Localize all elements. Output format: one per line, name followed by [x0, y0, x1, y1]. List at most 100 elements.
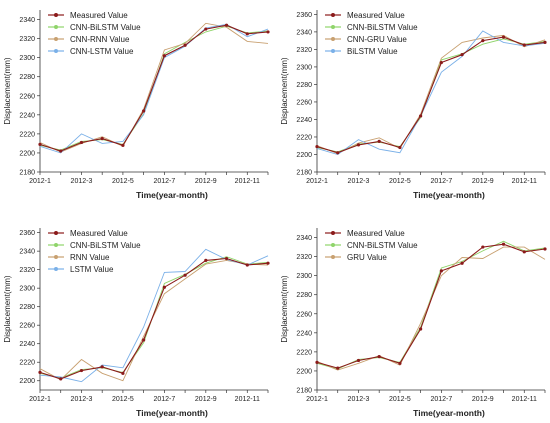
y-tick-label: 2200 [296, 368, 312, 375]
y-tick-label: 2260 [296, 311, 312, 318]
x-tick-label: 2012-5 [112, 396, 134, 403]
data-point [224, 23, 229, 27]
legend-marker [54, 25, 58, 29]
data-point [162, 285, 166, 289]
y-tick-label: 2240 [19, 341, 35, 348]
data-point [315, 145, 319, 149]
x-tick-label: 2012-1 [306, 396, 328, 403]
legend-marker [54, 267, 58, 271]
y-tick-label: 2220 [296, 134, 312, 141]
chart-2: 2180 2200 2220 2240 2260 2280 2300 2320 2340 2360… [280, 10, 547, 200]
data-point [377, 139, 381, 143]
legend: Measured Value CNN-BiLSTM Value CNN-GRU Va… [325, 11, 418, 56]
data-point [245, 32, 249, 36]
data-point [79, 140, 84, 145]
y-tick-label: 2240 [296, 330, 312, 337]
legend-entry: Measured Value [70, 11, 128, 20]
series-line-2 [39, 256, 269, 379]
y-tick-label: 2180 [296, 170, 312, 177]
x-tick-label: 2012-1 [29, 396, 51, 403]
series-line-2 [316, 240, 546, 370]
data-point [439, 269, 443, 273]
series-line-3 [316, 246, 546, 371]
y-tick-label: 2360 [296, 12, 312, 19]
series-line-3 [39, 259, 269, 382]
data-point [481, 245, 485, 249]
y-axis-label: Displacement(mm) [3, 275, 12, 342]
legend-entry: CNN-GRU Value [347, 35, 407, 44]
data-point [266, 261, 270, 265]
data-point [522, 43, 526, 47]
data-point [439, 60, 443, 65]
data-point [543, 247, 547, 251]
legend-entry: LSTM Value [70, 265, 114, 274]
data-point [336, 366, 340, 370]
data-point [100, 365, 104, 369]
data-point [142, 338, 146, 342]
chart-1: 2180 2200 2220 2240 2260 2280 2300 2320 2340 2012… [3, 10, 270, 200]
y-tick-label: 2240 [19, 112, 35, 119]
data-point [356, 358, 361, 363]
x-tick-label: 2012-3 [348, 178, 370, 185]
legend-marker [331, 231, 335, 235]
legend-marker [331, 49, 335, 53]
y-tick-label: 2360 [19, 230, 35, 237]
y-tick-label: 2220 [296, 349, 312, 356]
legend-entry: CNN-BiLSTM Value [70, 23, 141, 32]
legend-marker [54, 49, 58, 53]
data-point [59, 377, 63, 381]
data-point [460, 261, 464, 265]
data-point [356, 143, 361, 147]
y-tick-label: 2300 [19, 286, 35, 293]
legend-marker [54, 255, 58, 259]
y-tick-label: 2340 [19, 249, 35, 256]
data-point [336, 151, 340, 155]
data-point [183, 43, 187, 47]
y-tick-label: 2200 [19, 150, 35, 157]
y-tick-label: 2300 [296, 273, 312, 280]
y-tick-label: 2320 [19, 36, 35, 43]
x-tick-label: 2012-7 [430, 396, 452, 403]
y-tick-label: 2300 [19, 55, 35, 62]
legend: Measured Value CNN-BiLSTM Value CNN-RNN Va… [48, 11, 141, 56]
legend-entry: CNN-BiLSTM Value [70, 241, 141, 250]
x-tick-label: 2012-7 [153, 178, 175, 185]
legend-marker [331, 243, 335, 247]
legend-marker [331, 255, 335, 259]
legend-entry: Measured Value [347, 229, 405, 238]
y-tick-label: 2340 [296, 29, 312, 36]
data-point [38, 370, 42, 375]
y-tick-label: 2280 [296, 292, 312, 299]
y-axis-label: Displacement(mm) [280, 57, 289, 124]
data-point [162, 54, 166, 58]
x-tick-label: 2012-11 [512, 178, 537, 185]
data-point [266, 30, 270, 34]
data-point [315, 360, 319, 364]
series-line-2 [39, 25, 269, 151]
x-tick-label: 2012-1 [29, 178, 51, 185]
series-line-1 [316, 36, 546, 154]
legend-entry: CNN-LSTM Value [70, 47, 134, 56]
y-tick-label: 2180 [296, 388, 312, 395]
y-axis-label: Displacement(mm) [3, 57, 12, 124]
x-axis-label: Time(year-month) [413, 408, 485, 418]
y-tick-label: 2200 [19, 378, 35, 385]
legend-marker [331, 13, 335, 17]
y-tick-label: 2340 [19, 17, 35, 24]
data-point [481, 39, 485, 43]
data-point [224, 256, 229, 261]
y-tick-label: 2240 [296, 117, 312, 124]
x-axis-label: Time(year-month) [136, 408, 208, 418]
y-tick-label: 2260 [296, 99, 312, 106]
data-point [121, 371, 125, 375]
legend-entry: GRU Value [347, 253, 387, 262]
data-point [522, 250, 526, 254]
legend-entry: CNN-RNN Value [70, 35, 130, 44]
data-point [79, 368, 84, 373]
legend-entry: RNN Value [70, 253, 110, 262]
data-point [204, 258, 208, 262]
x-tick-label: 2012-3 [71, 178, 93, 185]
y-tick-label: 2220 [19, 360, 35, 367]
series-line-1 [39, 24, 269, 152]
